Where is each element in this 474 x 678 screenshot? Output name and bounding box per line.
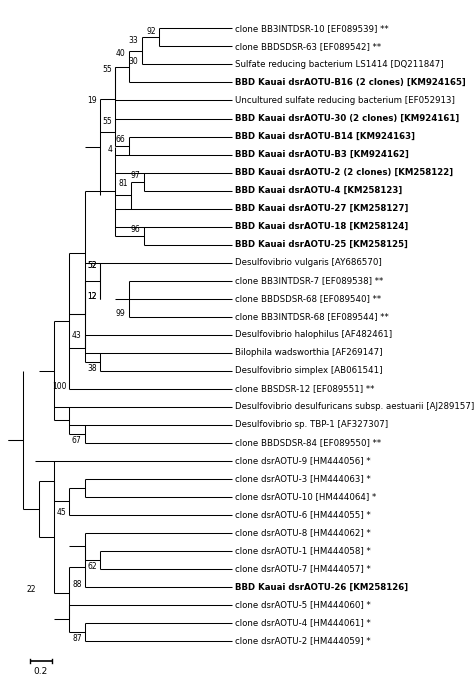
Text: 87: 87 — [72, 634, 82, 643]
Text: BBD Kauai dsrAOTU-18 [KM258124]: BBD Kauai dsrAOTU-18 [KM258124] — [235, 222, 408, 231]
Text: 38: 38 — [87, 363, 97, 373]
Text: 99: 99 — [116, 308, 125, 317]
Text: BBD Kauai dsrAOTU-30 (2 clones) [KM924161]: BBD Kauai dsrAOTU-30 (2 clones) [KM92416… — [235, 114, 459, 123]
Text: 52: 52 — [87, 261, 97, 270]
Text: clone dsrAOTU-4 [HM444061] *: clone dsrAOTU-4 [HM444061] * — [235, 618, 370, 628]
Text: 96: 96 — [131, 225, 141, 234]
Text: BBD Kauai dsrAOTU-B14 [KM924163]: BBD Kauai dsrAOTU-B14 [KM924163] — [235, 132, 415, 141]
Text: 30: 30 — [129, 57, 138, 66]
Text: BBD Kauai dsrAOTU-25 [KM258125]: BBD Kauai dsrAOTU-25 [KM258125] — [235, 240, 408, 249]
Text: clone dsrAOTU-2 [HM444059] *: clone dsrAOTU-2 [HM444059] * — [235, 637, 370, 645]
Text: clone dsrAOTU-3 [HM444063] *: clone dsrAOTU-3 [HM444063] * — [235, 475, 370, 483]
Text: 40: 40 — [116, 49, 125, 58]
Text: Desulfovibrio vulgaris [AY686570]: Desulfovibrio vulgaris [AY686570] — [235, 258, 381, 267]
Text: clone dsrAOTU-5 [HM444060] *: clone dsrAOTU-5 [HM444060] * — [235, 601, 370, 610]
Text: clone dsrAOTU-8 [HM444062] *: clone dsrAOTU-8 [HM444062] * — [235, 528, 370, 538]
Text: clone BB3INTDSR-68 [EF089544] **: clone BB3INTDSR-68 [EF089544] ** — [235, 313, 388, 321]
Text: BBD Kauai dsrAOTU-26 [KM258126]: BBD Kauai dsrAOTU-26 [KM258126] — [235, 582, 408, 591]
Text: clone BB3INTDSR-10 [EF089539] **: clone BB3INTDSR-10 [EF089539] ** — [235, 24, 388, 33]
Text: BBD Kauai dsrAOTU-B3 [KM924162]: BBD Kauai dsrAOTU-B3 [KM924162] — [235, 150, 409, 159]
Text: Uncultured sulfate reducing bacterium [EF052913]: Uncultured sulfate reducing bacterium [E… — [235, 96, 455, 105]
Text: 92: 92 — [146, 27, 156, 36]
Text: BBD Kauai dsrAOTU-27 [KM258127]: BBD Kauai dsrAOTU-27 [KM258127] — [235, 204, 408, 213]
Text: clone BBDSDSR-63 [EF089542] **: clone BBDSDSR-63 [EF089542] ** — [235, 42, 381, 51]
Text: 12: 12 — [88, 292, 97, 300]
Text: clone dsrAOTU-10 [HM444064] *: clone dsrAOTU-10 [HM444064] * — [235, 492, 376, 502]
Text: 22: 22 — [26, 585, 36, 594]
Text: 12: 12 — [88, 292, 97, 300]
Text: 100: 100 — [52, 382, 66, 391]
Text: 45: 45 — [56, 508, 66, 517]
Text: Desulfovibrio desulfuricans subsp. aestuarii [AJ289157]: Desulfovibrio desulfuricans subsp. aestu… — [235, 402, 474, 412]
Text: 55: 55 — [102, 117, 112, 125]
Text: 43: 43 — [72, 331, 82, 340]
Text: BBD Kauai dsrAOTU-4 [KM258123]: BBD Kauai dsrAOTU-4 [KM258123] — [235, 186, 402, 195]
Text: 67: 67 — [72, 436, 82, 445]
Text: 0.2: 0.2 — [34, 667, 48, 676]
Text: Bilophila wadsworthia [AF269147]: Bilophila wadsworthia [AF269147] — [235, 348, 382, 357]
Text: Desulfovibrio sp. TBP-1 [AF327307]: Desulfovibrio sp. TBP-1 [AF327307] — [235, 420, 388, 429]
Text: clone dsrAOTU-7 [HM444057] *: clone dsrAOTU-7 [HM444057] * — [235, 565, 370, 574]
Text: 33: 33 — [129, 36, 138, 45]
Text: clone BBDSDSR-84 [EF089550] **: clone BBDSDSR-84 [EF089550] ** — [235, 439, 381, 447]
Text: BBD Kauai dsrAOTU-2 (2 clones) [KM258122]: BBD Kauai dsrAOTU-2 (2 clones) [KM258122… — [235, 168, 453, 177]
Text: clone BBDSDSR-68 [EF089540] **: clone BBDSDSR-68 [EF089540] ** — [235, 294, 381, 303]
Text: 55: 55 — [102, 65, 112, 75]
Text: 62: 62 — [87, 562, 97, 571]
Text: 97: 97 — [131, 171, 141, 180]
Text: 66: 66 — [116, 135, 125, 144]
Text: 4: 4 — [108, 144, 112, 154]
Text: Sulfate reducing bacterium LS1414 [DQ211847]: Sulfate reducing bacterium LS1414 [DQ211… — [235, 60, 443, 69]
Text: clone dsrAOTU-6 [HM444055] *: clone dsrAOTU-6 [HM444055] * — [235, 511, 370, 519]
Text: 88: 88 — [72, 580, 82, 589]
Text: clone dsrAOTU-9 [HM444056] *: clone dsrAOTU-9 [HM444056] * — [235, 456, 370, 465]
Text: Desulfovibrio halophilus [AF482461]: Desulfovibrio halophilus [AF482461] — [235, 330, 392, 339]
Text: 81: 81 — [118, 179, 128, 188]
Text: clone dsrAOTU-1 [HM444058] *: clone dsrAOTU-1 [HM444058] * — [235, 546, 370, 555]
Text: Desulfovibrio simplex [AB061541]: Desulfovibrio simplex [AB061541] — [235, 366, 382, 376]
Text: clone BBSDSR-12 [EF089551] **: clone BBSDSR-12 [EF089551] ** — [235, 384, 374, 393]
Text: clone BB3INTDSR-7 [EF089538] **: clone BB3INTDSR-7 [EF089538] ** — [235, 276, 383, 285]
Text: BBD Kauai dsrAOTU-B16 (2 clones) [KM924165]: BBD Kauai dsrAOTU-B16 (2 clones) [KM9241… — [235, 78, 465, 87]
Text: 52: 52 — [87, 261, 97, 270]
Text: 19: 19 — [87, 96, 97, 105]
